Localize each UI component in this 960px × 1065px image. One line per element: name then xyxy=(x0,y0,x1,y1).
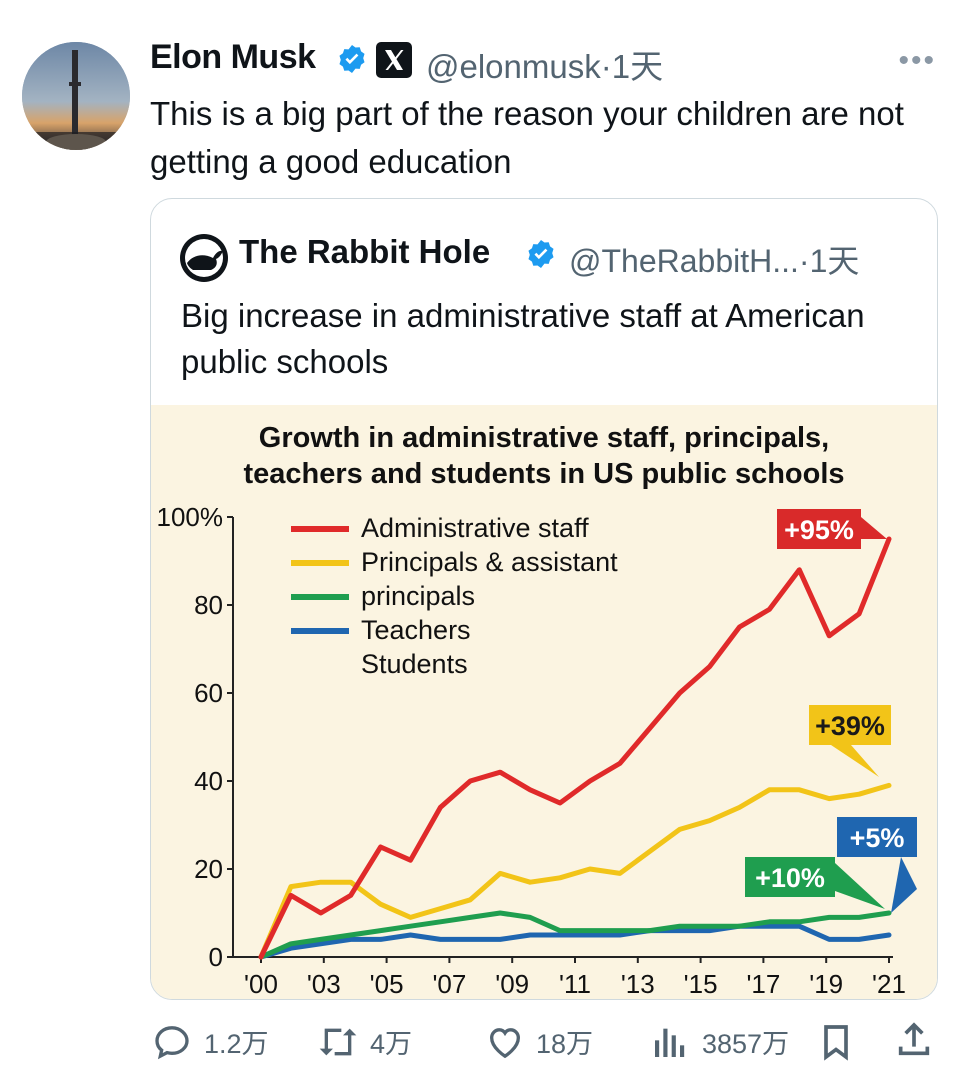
share-icon[interactable] xyxy=(894,1020,934,1060)
chart-axes: 100% 80 60 40 20 0 '00 '03 '05 '07 '09 '11 '13 '15 '17… xyxy=(157,502,906,999)
x-tick-label: '03 xyxy=(307,969,341,999)
callout-label: +10% xyxy=(755,863,825,893)
quoted-tweet-card[interactable]: The Rabbit Hole @TheRabbitH...·1天 Big in… xyxy=(150,198,938,1000)
time-separator: · xyxy=(600,48,612,85)
timestamp[interactable]: 1天 xyxy=(611,48,664,85)
series-line-2 xyxy=(258,910,892,960)
chart-series xyxy=(258,536,892,960)
callout-box xyxy=(837,817,917,857)
y-tick-label: 20 xyxy=(194,854,223,884)
y-tick-label: 40 xyxy=(194,766,223,796)
x-tick-label: '13 xyxy=(621,969,655,999)
bookmark-icon[interactable] xyxy=(816,1022,856,1062)
callout-box xyxy=(745,857,835,897)
legend-label: Principals & assistant xyxy=(361,547,618,577)
x-tick-label: '00 xyxy=(244,969,278,999)
quoted-tweet-text: Big increase in administrative staff at … xyxy=(181,297,865,380)
verified-badge-icon xyxy=(525,238,557,270)
legend-label: principals xyxy=(361,581,475,611)
callout-label: +95% xyxy=(784,515,854,545)
more-options-icon[interactable]: ••• xyxy=(898,44,936,77)
callout-pointer xyxy=(831,745,879,777)
y-tick-label: 0 xyxy=(209,942,223,972)
callout-pointer xyxy=(861,517,887,539)
view-count: 3857万 xyxy=(702,1029,790,1059)
x-tick-label: '05 xyxy=(370,969,404,999)
x-tick-label: '21 xyxy=(872,969,906,999)
chart-title-line: Growth in administrative staff, principa… xyxy=(259,422,829,454)
handle-text: @elonmusk xyxy=(426,48,601,85)
quoted-handle-text: @TheRabbitH... xyxy=(569,243,799,279)
quoted-handle[interactable]: @TheRabbitH...·1天 xyxy=(569,236,859,282)
x-tick-label: '15 xyxy=(684,969,718,999)
x-logo-icon xyxy=(376,42,412,78)
reply-icon[interactable] xyxy=(152,1022,192,1062)
like-count: 18万 xyxy=(536,1029,594,1059)
callout-pointer xyxy=(891,857,917,913)
x-tick-label: '19 xyxy=(809,969,843,999)
callout-pointer xyxy=(835,863,885,909)
x-tick-label: '07 xyxy=(432,969,466,999)
x-tick-label: '17 xyxy=(746,969,780,999)
quoted-author-name[interactable]: The Rabbit Hole xyxy=(239,233,491,270)
chart-legend: Administrative staff Principals & assista… xyxy=(291,513,618,679)
tweet-text: This is a big part of the reason your ch… xyxy=(150,95,904,180)
author-name[interactable]: Elon Musk xyxy=(150,38,316,76)
callout-label: +39% xyxy=(815,711,885,741)
author-avatar[interactable] xyxy=(22,42,130,150)
chart-callouts: +95% +39% +10% +5% xyxy=(745,509,917,913)
chart-title: Growth in administrative staff, principa… xyxy=(243,422,844,490)
callout-box xyxy=(809,705,891,745)
chart-image[interactable]: Growth in administrative staff, principa… xyxy=(151,405,937,999)
rabbit-logo-icon xyxy=(179,233,229,283)
callout-box xyxy=(777,509,861,549)
retweet-count: 4万 xyxy=(370,1029,413,1059)
like-heart-icon[interactable] xyxy=(484,1022,526,1062)
series-line-1 xyxy=(258,782,892,960)
retweet-icon[interactable] xyxy=(316,1022,360,1062)
author-handle[interactable]: @elonmusk·1天 xyxy=(426,40,663,88)
series-line-0 xyxy=(258,536,892,960)
chart-title-line: teachers and students in US public schoo… xyxy=(243,458,844,490)
line-chart: Growth in administrative staff, principa… xyxy=(157,422,917,999)
legend-label: Teachers xyxy=(361,615,471,645)
callout-label: +5% xyxy=(850,823,905,853)
legend-label: Administrative staff xyxy=(361,513,589,543)
reply-count: 1.2万 xyxy=(204,1029,269,1059)
rocket-launch-image xyxy=(22,42,130,150)
series-line-3 xyxy=(258,923,892,960)
quoted-timestamp: ·1天 xyxy=(798,243,860,279)
legend-label: Students xyxy=(361,649,468,679)
y-tick-label: 60 xyxy=(194,678,223,708)
x-tick-label: '11 xyxy=(559,969,591,999)
views-chart-icon[interactable] xyxy=(650,1022,690,1062)
y-tick-label: 100% xyxy=(157,502,224,532)
x-tick-label: '09 xyxy=(495,969,529,999)
verified-badge-icon xyxy=(336,43,368,75)
y-tick-label: 80 xyxy=(194,590,223,620)
